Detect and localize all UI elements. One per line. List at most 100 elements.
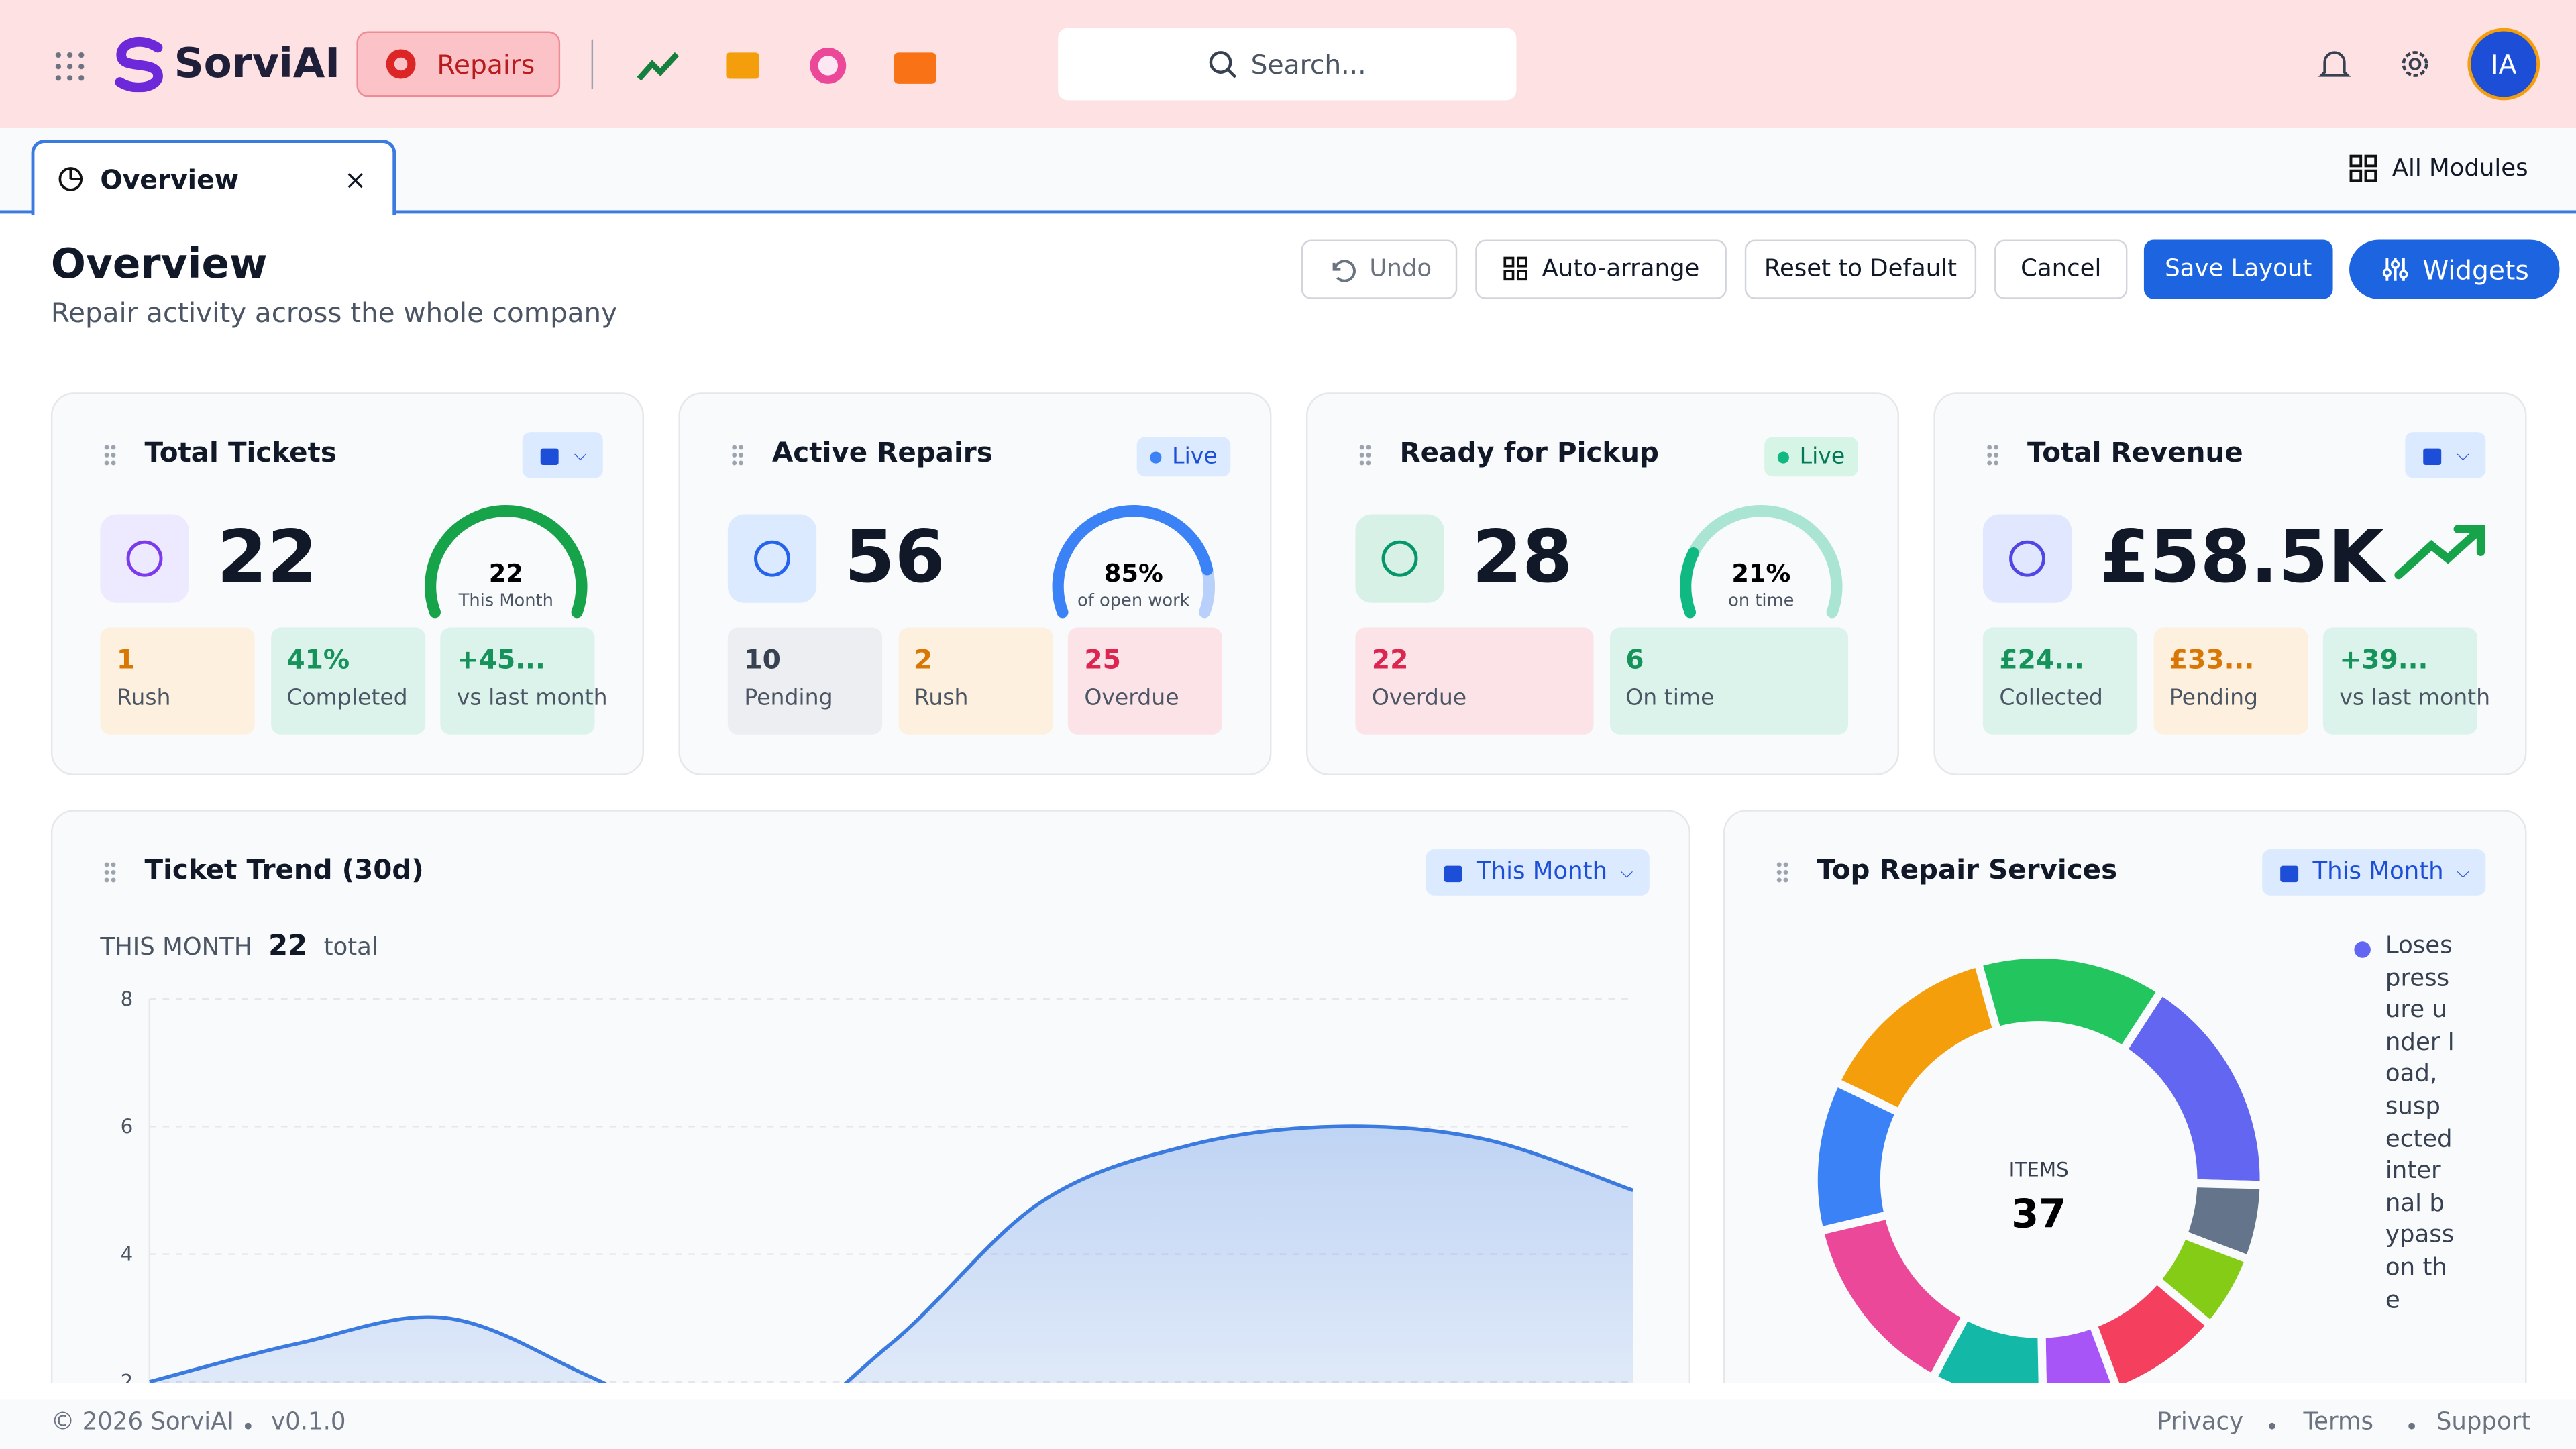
kpi-glyph — [1381, 540, 1418, 577]
stat-label: Completed — [286, 685, 408, 712]
widgets-button[interactable]: Widgets — [2349, 239, 2560, 299]
area — [149, 1126, 1633, 1384]
calendar-icon — [1443, 865, 1462, 881]
divider — [591, 39, 594, 89]
gauge: 22 This Month — [425, 505, 588, 619]
avatar[interactable]: IA — [2467, 28, 2540, 101]
drag-handle[interactable] — [103, 861, 117, 884]
terms-link[interactable]: Terms — [2303, 1409, 2374, 1436]
card-title: Active Repairs — [772, 437, 993, 468]
period-filter[interactable]: ⌵ — [2406, 432, 2486, 478]
undo-button[interactable]: Undo — [1301, 239, 1458, 299]
glyph — [126, 540, 163, 577]
legend-label[interactable]: Loses pressure under load, suspected int… — [2385, 933, 2455, 1314]
chevron: ⌵ — [574, 445, 587, 464]
calendar-shape — [2424, 447, 2443, 464]
chevron: ⌵ — [2457, 445, 2469, 464]
card-title: Total Tickets — [144, 437, 337, 468]
gauge: 85% of open work — [1052, 505, 1215, 619]
drag-handle[interactable] — [1986, 443, 2000, 467]
chevron: ⌵ — [1620, 863, 1633, 881]
settings[interactable] — [2397, 46, 2433, 83]
donut-segment — [1973, 950, 2167, 1056]
tab-close[interactable]: × — [344, 163, 367, 195]
support-link[interactable]: Support — [2436, 1409, 2531, 1436]
stat-value: £33... — [2169, 644, 2255, 676]
trend-card: Ticket Trend (30d) This Month ⌵ THIS MONTH 2… — [50, 810, 1691, 1384]
finance-app[interactable] — [894, 52, 936, 84]
separator — [2269, 1422, 2275, 1430]
apps-menu[interactable] — [52, 49, 86, 83]
calendar-icon — [2424, 447, 2443, 464]
privacy-link[interactable]: Privacy — [2157, 1409, 2244, 1436]
page-subtitle: Repair activity across the whole company — [50, 297, 618, 329]
donut-segment — [2087, 1273, 2216, 1384]
stat-box: 25 Overdue — [1067, 627, 1223, 735]
tab-overview[interactable]: Overview × — [31, 140, 396, 215]
donut-segment — [1815, 1210, 1972, 1384]
card-title: Total Revenue — [2027, 437, 2243, 468]
gauge-label: This Month — [458, 591, 553, 611]
gauge-fill — [425, 505, 588, 619]
inventory-app[interactable] — [726, 52, 759, 79]
version: v0.1.0 — [271, 1409, 346, 1436]
search-icon — [1210, 51, 1238, 78]
stat-label: Pending — [744, 685, 833, 712]
auto-arrange-button[interactable]: Auto-arrange — [1475, 239, 1727, 299]
drag-handle[interactable] — [1358, 443, 1372, 467]
card-title: Top Repair Services — [1817, 854, 2118, 886]
gauge-value: 85% — [1104, 559, 1163, 588]
drag-handle[interactable] — [1776, 861, 1789, 884]
undo-icon — [1332, 260, 1355, 282]
stat-label: vs last month — [2339, 685, 2491, 712]
drag-handle[interactable] — [731, 443, 745, 467]
y-tick-label: 8 — [121, 987, 133, 1010]
cancel-button[interactable]: Cancel — [1994, 239, 2128, 299]
live-badge: Live — [1765, 437, 1858, 477]
period-filter[interactable]: ⌵ — [523, 432, 603, 478]
widgets-label: Widgets — [2422, 254, 2529, 285]
auto-arrange-label: Auto-arrange — [1542, 256, 1700, 283]
period-filter[interactable]: This Month ⌵ — [2261, 849, 2486, 896]
reset-button[interactable]: Reset to Default — [1744, 239, 1977, 299]
save-layout-button[interactable]: Save Layout — [2143, 239, 2333, 299]
module-label: Repairs — [437, 48, 535, 80]
page-title: Overview — [50, 239, 268, 288]
stat-value: 2 — [914, 644, 933, 676]
legend-swatch — [2354, 941, 2371, 958]
stat-value: 41% — [286, 644, 350, 676]
stat-box: 2 Rush — [898, 627, 1053, 735]
calendar-icon — [2279, 865, 2298, 881]
arrange-icon — [1503, 256, 1527, 281]
stat-label: Rush — [116, 685, 171, 712]
module-button[interactable]: Repairs — [356, 31, 561, 97]
search-box[interactable]: Search... — [1058, 28, 1517, 101]
stat-value: 10 — [744, 644, 781, 676]
stat-value: +39... — [2339, 644, 2428, 676]
stat-box: 10 Pending — [727, 627, 883, 735]
copyright: © 2026 SorviAI — [50, 1409, 234, 1436]
all-modules[interactable]: All Modules — [2349, 154, 2528, 184]
filter-label: This Month — [1476, 859, 1608, 886]
period-filter[interactable]: This Month ⌵ — [1426, 849, 1650, 896]
all-modules-label: All Modules — [2392, 156, 2528, 182]
stat-box: £24... Collected — [1982, 627, 2138, 735]
kpi-icon — [100, 514, 189, 603]
glyph — [1381, 540, 1418, 577]
calendar-shape — [1443, 865, 1462, 881]
kpi-glyph — [754, 540, 790, 577]
notifications[interactable] — [2316, 46, 2353, 83]
sales-app[interactable] — [637, 52, 680, 81]
stat-box: 1 Rush — [100, 627, 255, 735]
gauge-label: of open work — [1077, 591, 1190, 611]
stat-label: vs last month — [456, 685, 608, 712]
period-label: THIS MONTH — [100, 934, 252, 961]
grid-icon — [2349, 154, 2377, 182]
app-shortcuts — [637, 48, 936, 84]
module-icon — [386, 49, 416, 79]
live-dot — [1778, 451, 1790, 463]
live-dot — [1150, 451, 1163, 463]
gauge-label: on time — [1728, 591, 1794, 611]
drag-handle[interactable] — [103, 443, 117, 467]
